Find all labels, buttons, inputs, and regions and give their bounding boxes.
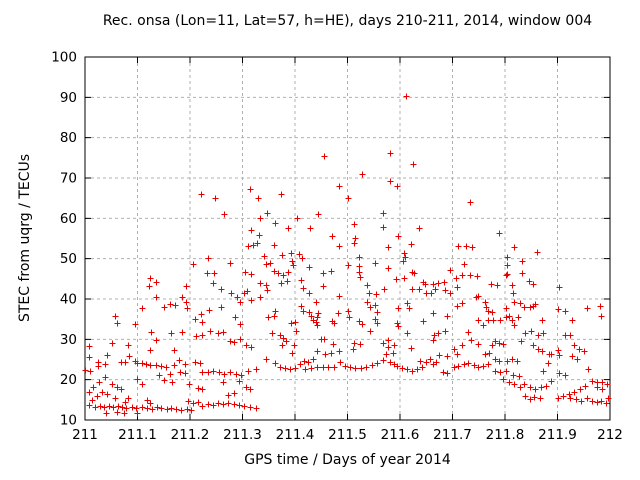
y-tick-label: 40 — [60, 292, 77, 308]
y-tick-label: 80 — [60, 130, 77, 146]
x-tick-label: 211.3 — [223, 427, 262, 443]
y-tick-label: 90 — [60, 90, 77, 106]
data-points — [82, 93, 612, 417]
y-tick-label: 60 — [60, 211, 77, 227]
x-tick-label: 211.8 — [486, 427, 525, 443]
x-tick-label: 211.1 — [118, 427, 157, 443]
y-tick-label: 100 — [51, 50, 77, 66]
gridlines — [85, 57, 610, 420]
plot-frame — [84, 56, 611, 421]
x-tick-label: 211 — [72, 427, 98, 443]
x-tick-label: 211.6 — [381, 427, 420, 443]
x-tick-label: 211.5 — [328, 427, 367, 443]
y-tick-label: 70 — [60, 171, 77, 187]
x-tick-label: 211.7 — [433, 427, 472, 443]
y-tick-label: 20 — [60, 372, 77, 388]
x-tick-label: 212 — [597, 427, 623, 443]
y-tick-label: 50 — [60, 251, 77, 267]
x-axis-label: GPS time / Days of year 2014 — [244, 452, 451, 468]
chart-title: Rec. onsa (Lon=11, Lat=57, h=HE), days 2… — [102, 13, 593, 29]
y-tick-label: 30 — [60, 332, 77, 348]
x-tick-label: 211.4 — [276, 427, 315, 443]
y-tick-label: 10 — [60, 413, 77, 429]
x-tick-label: 211.9 — [538, 427, 577, 443]
x-tick-label: 211.2 — [171, 427, 210, 443]
